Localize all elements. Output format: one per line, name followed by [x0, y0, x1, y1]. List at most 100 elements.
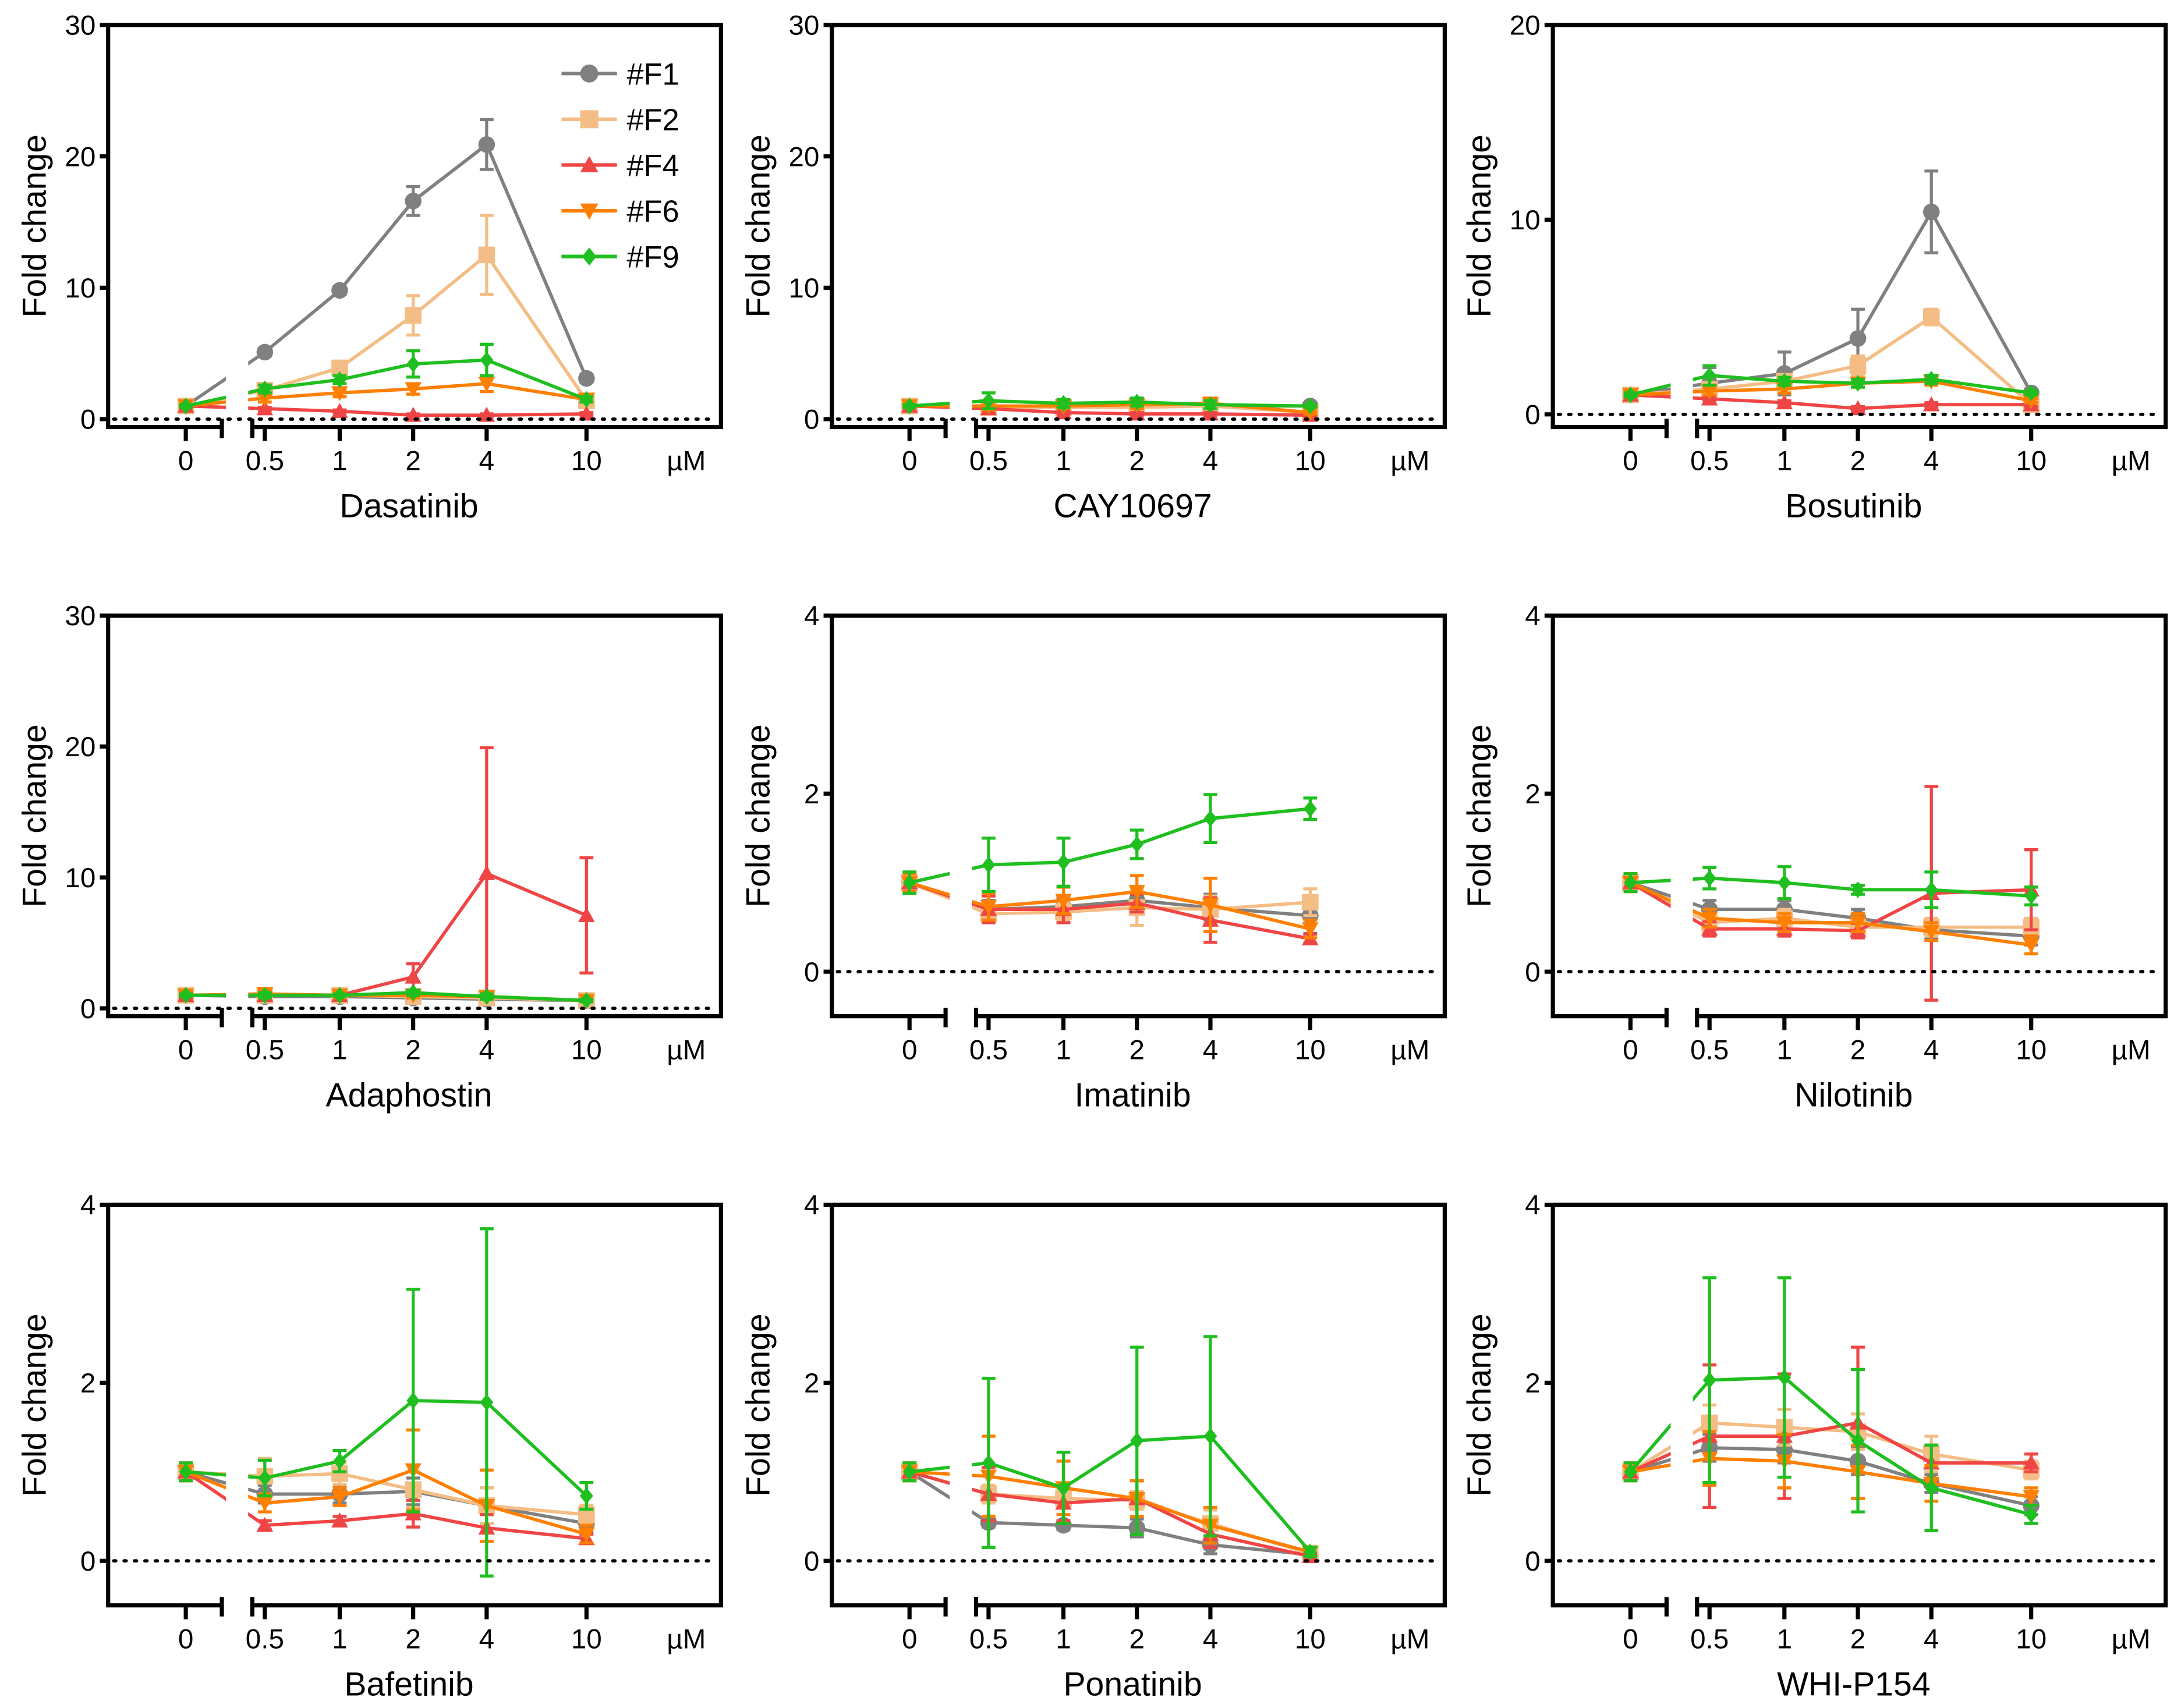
x-tick-label: 10 — [2016, 1034, 2046, 1065]
series-line — [1630, 208, 2033, 397]
y-tick-label: 0 — [804, 957, 819, 988]
series-line — [185, 1399, 588, 1497]
x-axis-title: Imatinib — [1075, 1076, 1191, 1114]
panel-adaphostin: 0 10 20 30 0 0.5 1 2 4 10 µM Adaphostin Fold change — [16, 601, 723, 1114]
marker-diamond — [1203, 1427, 1217, 1445]
legend-item: #F4 — [561, 150, 679, 183]
axis-break-gap — [226, 618, 249, 1014]
y-tick-label: 10 — [65, 863, 95, 894]
axis-break-mark — [1664, 1597, 1699, 1617]
legend: #F1 #F2 #F4 #F6 #F9 — [561, 58, 679, 275]
x-tick-label: 2 — [1129, 1034, 1144, 1065]
x-axis-title: Ponatinib — [1063, 1666, 1202, 1703]
x-tick-label: 1 — [1056, 445, 1071, 476]
marker-diamond — [1130, 836, 1144, 853]
x-unit-label: µM — [1390, 1034, 1429, 1065]
series-line — [909, 881, 1311, 941]
marker-triangle-down — [980, 900, 997, 915]
series-line — [1629, 1376, 2032, 1516]
x-axis-title: CAY10697 — [1054, 487, 1212, 525]
y-tick-label: 10 — [1510, 205, 1541, 236]
marker-square — [478, 246, 495, 264]
x-tick-label: 0 — [178, 1624, 193, 1655]
marker-diamond — [982, 1454, 996, 1472]
x-tick-label: 10 — [1295, 445, 1326, 476]
marker-triangle-down — [1701, 911, 1718, 927]
marker-triangle-down — [2023, 1490, 2040, 1505]
marker-triangle-up — [1776, 394, 1793, 410]
axis-break-mark — [219, 1597, 254, 1617]
panel-bosutinib: 0 10 20 0 0.5 1 2 4 10 µM Bosutinib Fold change — [1461, 10, 2168, 525]
y-tick-label: 0 — [1525, 1546, 1540, 1577]
series-line — [1630, 881, 2032, 947]
marker-triangle-down — [331, 386, 348, 402]
x-tick-label: 4 — [1203, 445, 1218, 476]
axis-break-mark — [1664, 1008, 1699, 1027]
x-unit-label: µM — [2112, 1034, 2151, 1065]
marker-diamond — [579, 391, 593, 408]
y-tick-label: 0 — [80, 1546, 95, 1577]
x-tick-label: 0 — [1623, 1034, 1638, 1065]
panel-whi-p154: 0 2 4 0 0.5 1 2 4 10 µM WHI-P154 Fold change — [1461, 1190, 2168, 1703]
marker-triangle-down — [1202, 898, 1219, 913]
marker-diamond — [1851, 881, 1865, 898]
x-tick-label: 0.5 — [1690, 1034, 1729, 1065]
series-f9 — [1623, 865, 2038, 909]
series-f9 — [902, 793, 1318, 895]
marker-circle — [578, 370, 595, 387]
x-tick-label: 10 — [2016, 1624, 2046, 1655]
marker-triangle-down — [1128, 885, 1146, 900]
y-tick-label: 20 — [788, 141, 819, 172]
legend-item: #F1 — [561, 58, 679, 91]
x-tick-label: 4 — [1924, 1624, 1939, 1655]
x-tick-label: 2 — [1850, 445, 1865, 476]
legend-label: #F1 — [626, 58, 679, 91]
x-unit-label: µM — [1390, 445, 1429, 476]
panel-dasatinib: 0 10 20 30 0 0.5 1 2 4 10 µM Dasatinib Fold change — [16, 10, 723, 525]
series-line — [185, 141, 588, 407]
x-tick-label: 0 — [1623, 1624, 1638, 1655]
y-tick-label: 4 — [804, 601, 819, 632]
marker-diamond — [258, 1469, 272, 1487]
panel-nilotinib: 0 2 4 0 0.5 1 2 4 10 µM Nilotinib Fold change — [1461, 601, 2168, 1114]
series-line — [1630, 374, 2032, 397]
x-tick-label: 0.5 — [969, 445, 1008, 476]
y-axis-title: Fold change — [740, 724, 777, 908]
marker-triangle-down — [1849, 916, 1867, 931]
series-f9 — [179, 1227, 594, 1578]
axis-break-mark — [943, 1008, 979, 1027]
marker-diamond — [902, 874, 916, 891]
x-tick-label: 1 — [1056, 1624, 1071, 1655]
y-tick-label: 30 — [65, 601, 95, 632]
marker-circle — [580, 64, 599, 83]
x-tick-label: 4 — [479, 1624, 494, 1655]
legend-item: #F9 — [561, 241, 679, 275]
x-tick-label: 10 — [571, 1034, 602, 1065]
x-tick-label: 10 — [571, 445, 602, 476]
x-unit-label: µM — [2112, 1624, 2151, 1655]
series-line — [909, 881, 1311, 931]
y-tick-label: 0 — [804, 1546, 819, 1577]
marker-diamond — [902, 398, 916, 414]
y-tick-label: 10 — [788, 273, 819, 304]
y-axis-title: Fold change — [1461, 724, 1498, 908]
marker-circle — [331, 282, 348, 299]
marker-diamond — [1203, 396, 1217, 413]
series-f9 — [902, 391, 1318, 414]
y-tick-label: 0 — [1525, 957, 1540, 988]
legend-label: #F9 — [626, 241, 679, 275]
marker-triangle-down — [478, 377, 495, 392]
x-tick-label: 0 — [902, 1034, 917, 1065]
x-tick-label: 4 — [479, 445, 494, 476]
marker-triangle-down — [1302, 922, 1319, 938]
series-line — [909, 399, 1311, 408]
marker-triangle-down — [1776, 916, 1793, 931]
marker-triangle-up — [580, 155, 599, 172]
marker-diamond — [1130, 394, 1144, 410]
x-unit-label: µM — [667, 445, 706, 476]
marker-triangle-up — [2023, 1454, 2040, 1470]
legend-item: #F6 — [561, 195, 679, 229]
x-tick-label: 10 — [1295, 1034, 1326, 1065]
x-tick-label: 0.5 — [969, 1034, 1008, 1065]
